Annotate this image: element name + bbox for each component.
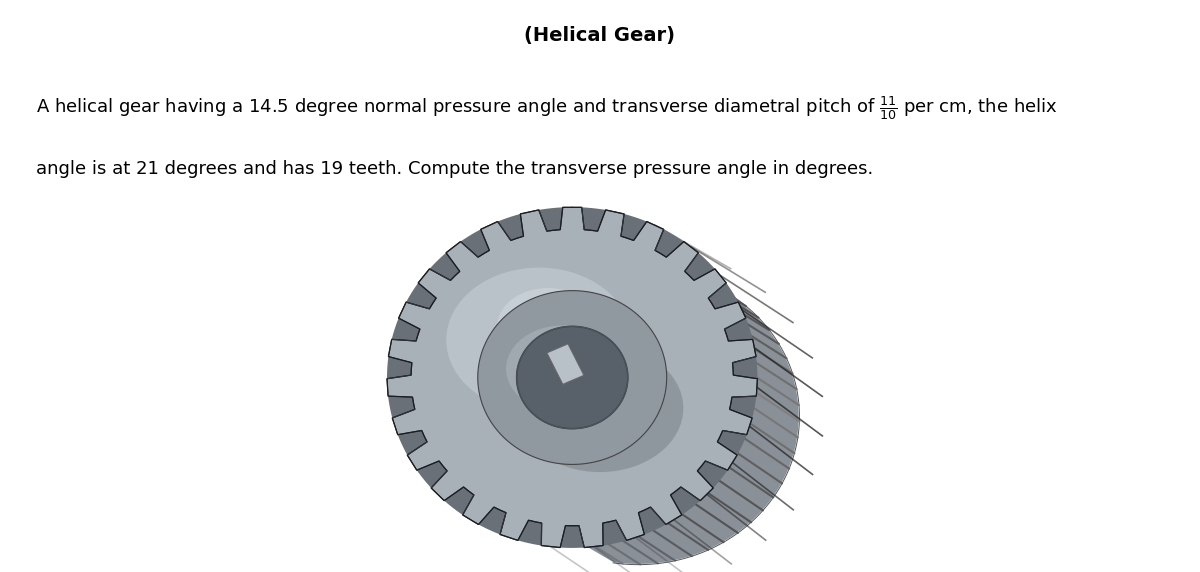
Ellipse shape <box>517 344 683 472</box>
Text: (Helical Gear): (Helical Gear) <box>524 26 676 45</box>
Ellipse shape <box>446 268 631 412</box>
Text: A helical gear having a 14.5 degree normal pressure angle and transverse diametr: A helical gear having a 14.5 degree norm… <box>36 94 1057 122</box>
Ellipse shape <box>497 288 599 365</box>
Polygon shape <box>478 291 667 464</box>
Polygon shape <box>388 207 757 548</box>
Polygon shape <box>517 327 628 428</box>
Polygon shape <box>547 230 799 564</box>
Ellipse shape <box>506 325 619 412</box>
Polygon shape <box>388 207 757 547</box>
Text: angle is at 21 degrees and has 19 teeth. Compute the transverse pressure angle i: angle is at 21 degrees and has 19 teeth.… <box>36 160 874 178</box>
Polygon shape <box>547 344 584 384</box>
